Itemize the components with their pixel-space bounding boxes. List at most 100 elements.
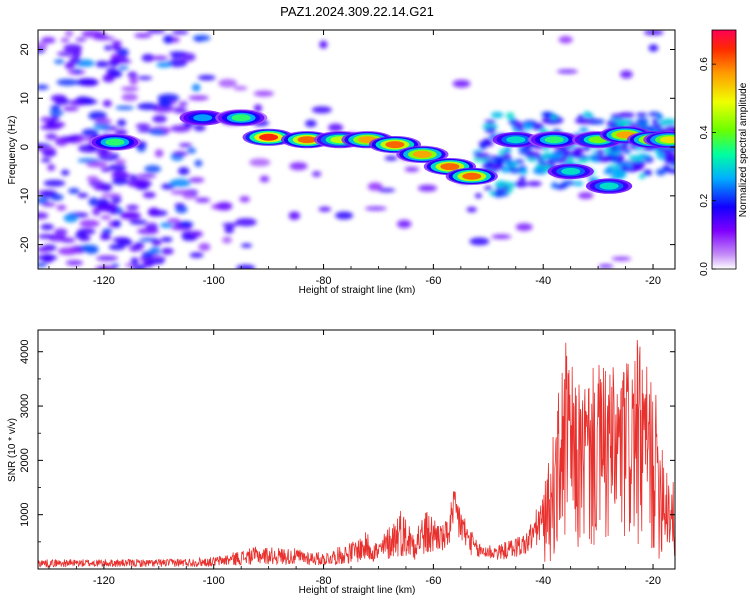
heatmap-noise-cell [171, 54, 181, 59]
heatmap-noise-cell [249, 158, 271, 167]
heatmap-band-cell [616, 120, 632, 127]
heatmap-noise-cell [93, 185, 109, 191]
heatmap-band-cell [502, 153, 511, 160]
heatmap-noise-cell [130, 257, 139, 266]
heatmap-noise-cell [418, 184, 437, 192]
heatmap-band-cell [493, 158, 505, 165]
heatmap-noise-cell [222, 236, 232, 244]
heatmap-noise-cell [598, 264, 614, 269]
snr-x-axis-label: Height of straight line (km) [299, 585, 416, 596]
heatmap-noise-cell [160, 236, 173, 243]
heatmap-noise-cell [130, 246, 140, 252]
heatmap-noise-cell [179, 221, 194, 228]
heatmap-noise-cell [648, 44, 659, 52]
heatmap-noise-cell [305, 119, 317, 128]
heatmap-noise-cell [111, 44, 122, 51]
heatmap-x-tick-label: -120 [93, 275, 115, 287]
heatmap-band-cell [474, 152, 490, 159]
heatmap-ridge-cell [105, 138, 125, 146]
heatmap-band-cell [514, 121, 524, 129]
heatmap-noise-cell [116, 48, 129, 57]
heatmap-noise-cell [397, 219, 412, 229]
heatmap-noise-cell [160, 222, 173, 229]
heatmap-noise-cell [54, 59, 65, 65]
heatmap-ridge-cell [231, 114, 251, 122]
heatmap-ridge-cell [193, 114, 213, 122]
heatmap-noise-cell [42, 149, 57, 157]
heatmap-y-tick-label: -10 [19, 188, 31, 204]
heatmap-band-cell [504, 146, 512, 154]
heatmap-noise-cell [367, 182, 383, 191]
heatmap-noise-cell [68, 188, 80, 194]
heatmap-noise-cell [222, 222, 239, 227]
heatmap-band-cell [484, 186, 493, 191]
heatmap-band-cell [564, 150, 571, 157]
heatmap-ridge-cell [412, 150, 432, 158]
heatmap-noise-cell [152, 115, 168, 123]
heatmap-noise-cell [62, 106, 79, 112]
heatmap-band-cell [474, 193, 482, 199]
heatmap-noise-cell [259, 175, 270, 183]
heatmap-noise-cell [134, 32, 152, 39]
heatmap-frame [37, 29, 676, 270]
heatmap-x-tick-label: -40 [535, 275, 551, 287]
snr-y-axis-label: SNR (10 * v/v) [7, 418, 18, 482]
heatmap-y-ticks: -20 -10 0 10 20 [19, 43, 675, 253]
heatmap-band-cell [514, 180, 528, 188]
heatmap-noise-cell [38, 42, 48, 51]
heatmap-noise-cell [515, 223, 533, 232]
snr-plot-clip [38, 339, 675, 569]
heatmap-noise-cell [146, 30, 166, 34]
heatmap-y-tick-label: 10 [19, 92, 31, 104]
snr-panel: -120 -100 -80 -60 -40 -20 1000 2000 3000 4000 He… [7, 329, 676, 596]
heatmap-noise-cell [38, 84, 49, 90]
heatmap-band-cell [656, 113, 663, 120]
heatmap-band-cell [490, 163, 501, 171]
heatmap-noise-cell [60, 169, 70, 176]
heatmap-noise-cell [93, 36, 115, 41]
snr-series-line [38, 339, 675, 569]
heatmap-noise-cell [75, 37, 87, 42]
colorbar-ticks: 0.0 0.2 0.4 0.6 [699, 57, 716, 276]
heatmap-noise-cell [195, 197, 211, 203]
snr-y-tick-label: 1000 [19, 502, 31, 526]
heatmap-band-cell [636, 112, 648, 117]
heatmap-noise-cell [77, 228, 96, 235]
heatmap-noise-cell [620, 70, 633, 79]
heatmap-noise-cell [41, 202, 56, 207]
heatmap-y-tick-label: 20 [19, 43, 31, 55]
heatmap-noise-cell [141, 251, 154, 259]
heatmap-noise-cell [311, 106, 332, 114]
snr-x-tick-label: -20 [645, 575, 661, 587]
heatmap-noise-cell [643, 30, 664, 36]
heatmap-noise-cell [172, 151, 189, 157]
heatmap-noise-cell [79, 244, 99, 253]
heatmap-noise-cell [188, 95, 209, 101]
heatmap-noise-cell [328, 123, 344, 132]
heatmap-noise-cell [178, 143, 193, 148]
heatmap-noise-cell [100, 215, 112, 220]
heatmap-noise-cell [65, 260, 83, 266]
heatmap-noise-cell [38, 246, 51, 253]
colorbar-tick-label: 0.0 [699, 262, 710, 276]
snr-frame [37, 329, 676, 570]
heatmap-noise-cell [94, 118, 112, 125]
heatmap-noise-cell [97, 198, 109, 207]
heatmap-noise-cell [578, 192, 594, 200]
heatmap-ridge-cell [544, 136, 564, 144]
heatmap-ridge-cell [259, 133, 279, 141]
heatmap-noise-cell [129, 219, 148, 225]
heatmap-band-cell [519, 168, 528, 175]
heatmap-noise-cell [158, 98, 172, 108]
heatmap-noise-cell [86, 161, 108, 168]
heatmap-noise-cell [187, 147, 197, 154]
heatmap-noise-cell [57, 247, 79, 256]
heatmap-x-tick-label: -100 [203, 275, 225, 287]
heatmap-noise-cell [253, 90, 274, 97]
heatmap-band-cell [506, 112, 515, 120]
heatmap-cells [38, 30, 675, 269]
heatmap-noise-cell [38, 254, 58, 261]
heatmap-noise-cell [365, 206, 387, 211]
